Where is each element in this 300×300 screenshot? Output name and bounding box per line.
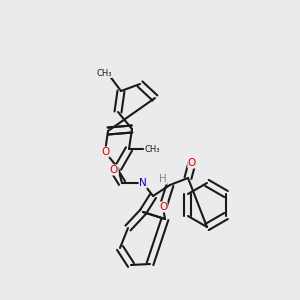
Text: N: N: [139, 178, 147, 188]
Text: O: O: [188, 158, 196, 168]
Text: CH₃: CH₃: [144, 145, 160, 154]
Text: O: O: [101, 147, 109, 157]
Text: O: O: [159, 202, 167, 212]
Text: O: O: [110, 165, 118, 175]
Text: H: H: [159, 174, 167, 184]
Text: CH₃: CH₃: [96, 68, 112, 77]
